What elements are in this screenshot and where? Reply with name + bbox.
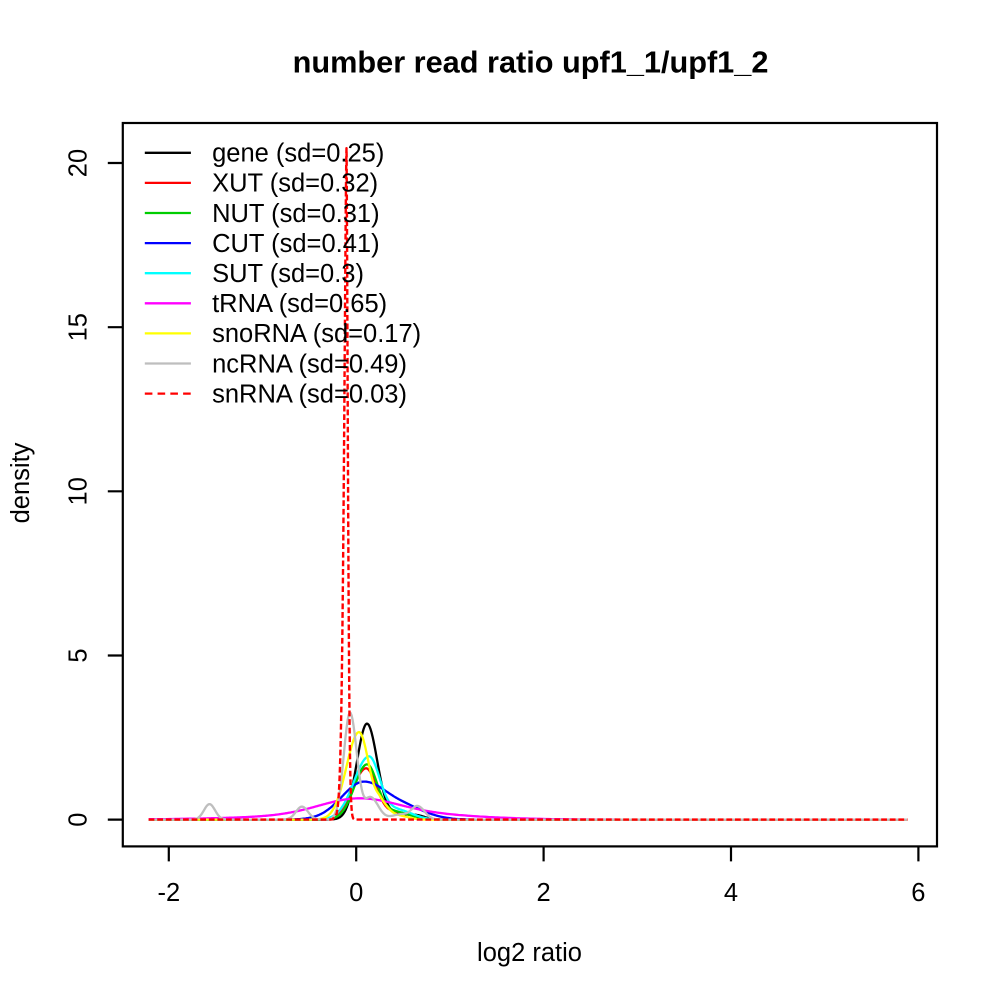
- svg-text:density: density: [7, 442, 35, 523]
- svg-text:0: 0: [349, 879, 363, 907]
- svg-text:0: 0: [65, 813, 93, 827]
- svg-text:4: 4: [724, 879, 738, 907]
- svg-text:NUT (sd=0.31): NUT (sd=0.31): [212, 200, 379, 228]
- svg-text:2: 2: [537, 879, 551, 907]
- svg-text:gene (sd=0.25): gene (sd=0.25): [212, 140, 384, 168]
- svg-text:snRNA (sd=0.03): snRNA (sd=0.03): [212, 380, 407, 408]
- svg-text:CUT (sd=0.41): CUT (sd=0.41): [212, 230, 379, 258]
- svg-text:6: 6: [911, 879, 925, 907]
- svg-text:number read ratio upf1_1/upf1_: number read ratio upf1_1/upf1_2: [293, 45, 769, 80]
- svg-text:ncRNA (sd=0.49): ncRNA (sd=0.49): [212, 350, 407, 378]
- svg-text:-2: -2: [157, 879, 180, 907]
- svg-text:10: 10: [65, 477, 93, 505]
- svg-text:15: 15: [65, 313, 93, 341]
- svg-text:SUT (sd=0.3): SUT (sd=0.3): [212, 260, 364, 288]
- svg-text:20: 20: [65, 149, 93, 177]
- svg-text:tRNA (sd=0.65): tRNA (sd=0.65): [212, 290, 387, 318]
- svg-text:snoRNA (sd=0.17): snoRNA (sd=0.17): [212, 320, 421, 348]
- svg-text:XUT (sd=0.32): XUT (sd=0.32): [212, 170, 378, 198]
- svg-text:log2 ratio: log2 ratio: [477, 939, 582, 967]
- svg-text:5: 5: [65, 648, 93, 662]
